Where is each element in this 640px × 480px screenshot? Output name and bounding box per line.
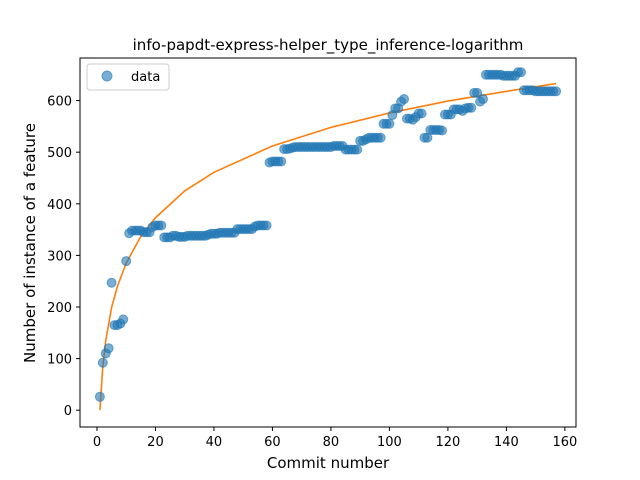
legend-marker-data xyxy=(101,70,113,82)
data-point xyxy=(375,132,386,143)
points-layer xyxy=(94,67,562,402)
data-point xyxy=(103,343,114,354)
data-point xyxy=(551,86,562,97)
data-point xyxy=(466,102,477,113)
data-point xyxy=(106,277,117,288)
y-axis: 0 100 200 300 400 500 600 xyxy=(47,95,80,419)
x-tick-label: 140 xyxy=(494,435,519,450)
y-tick-label: 100 xyxy=(47,353,72,368)
legend-label-data: data xyxy=(131,70,160,85)
x-tick-label: 160 xyxy=(552,435,577,450)
data-point xyxy=(352,144,363,155)
x-tick-label: 100 xyxy=(377,435,402,450)
y-tick-label: 0 xyxy=(64,404,72,419)
data-point xyxy=(97,357,108,368)
x-tick-label: 80 xyxy=(323,435,340,450)
data-point xyxy=(261,220,272,231)
fit-layer xyxy=(99,82,557,411)
y-tick-label: 500 xyxy=(47,146,72,161)
data-point xyxy=(416,108,427,119)
y-axis-title: Number of instance of a feature xyxy=(21,123,39,363)
x-tick-label: 40 xyxy=(206,435,223,450)
data-point xyxy=(121,256,132,267)
y-tick-label: 200 xyxy=(47,301,72,316)
data-point xyxy=(472,87,483,98)
x-tick-label: 120 xyxy=(435,435,460,450)
x-axis: 0 20 40 60 80 100 120 140 160 xyxy=(93,427,577,450)
y-tick-label: 300 xyxy=(47,249,72,264)
y-tick-label: 600 xyxy=(47,95,72,110)
legend-box xyxy=(86,63,170,91)
fit-line xyxy=(99,82,557,411)
data-point xyxy=(94,391,105,402)
x-tick-label: 60 xyxy=(264,435,281,450)
data-point xyxy=(437,125,448,136)
data-point xyxy=(384,118,395,129)
legend: data xyxy=(86,63,170,91)
plot-area xyxy=(94,67,562,411)
data-point xyxy=(276,156,287,167)
x-tick-label: 0 xyxy=(93,435,101,450)
data-point xyxy=(516,67,527,78)
plot-frame xyxy=(79,57,577,428)
data-point xyxy=(156,220,167,231)
x-tick-label: 20 xyxy=(147,435,164,450)
data-point xyxy=(478,94,488,105)
chart-title: info-papdt-express-helper_type_inference… xyxy=(133,36,524,55)
data-point xyxy=(399,94,410,105)
x-axis-title: Commit number xyxy=(267,454,390,472)
data-point xyxy=(118,314,129,325)
y-tick-label: 400 xyxy=(47,198,72,213)
